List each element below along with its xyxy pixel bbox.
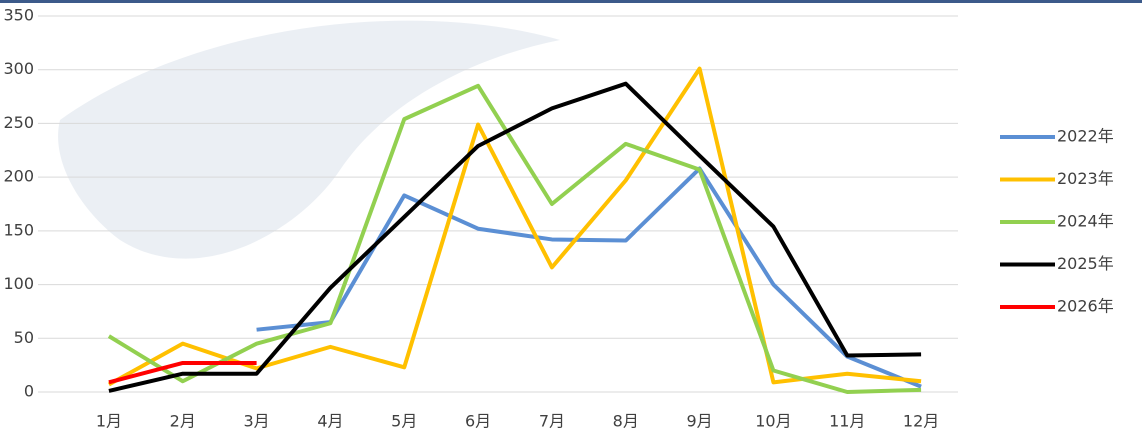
x-tick-label: 2月 xyxy=(170,412,196,431)
legend-label: 2022年 xyxy=(1057,127,1114,146)
x-tick-label: 6月 xyxy=(465,412,491,431)
legend-label: 2024年 xyxy=(1057,212,1114,231)
legend-label: 2023年 xyxy=(1057,169,1114,188)
y-tick-label: 150 xyxy=(3,220,34,239)
x-tick-label: 3月 xyxy=(243,412,269,431)
legend-label: 2026年 xyxy=(1057,297,1114,316)
x-tick-label: 4月 xyxy=(317,412,343,431)
y-tick-label: 350 xyxy=(3,6,34,25)
y-tick-label: 200 xyxy=(3,167,34,186)
x-tick-label: 5月 xyxy=(391,412,417,431)
x-tick-label: 8月 xyxy=(613,412,639,431)
x-tick-label: 12月 xyxy=(903,412,939,431)
x-tick-label: 1月 xyxy=(96,412,122,431)
series-line xyxy=(256,166,922,389)
x-tick-label: 11月 xyxy=(829,412,865,431)
watermark xyxy=(58,20,560,259)
legend-label: 2025年 xyxy=(1057,254,1114,273)
y-tick-label: 0 xyxy=(24,382,34,401)
y-tick-label: 250 xyxy=(3,113,34,132)
x-tick-label: 10月 xyxy=(755,412,791,431)
series-line xyxy=(108,81,922,393)
x-tick-label: 7月 xyxy=(539,412,565,431)
y-tick-label: 300 xyxy=(3,59,34,78)
series-line xyxy=(108,360,257,385)
series-line xyxy=(107,83,922,394)
y-tick-label: 50 xyxy=(14,328,34,347)
top-border xyxy=(0,0,1142,3)
x-tick-label: 9月 xyxy=(686,412,712,431)
y-tick-label: 100 xyxy=(3,274,34,293)
